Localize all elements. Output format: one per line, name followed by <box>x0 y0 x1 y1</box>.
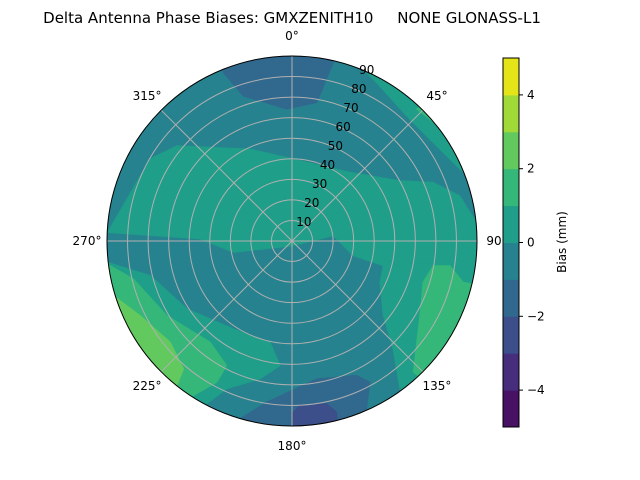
angular-tick-label: 270° <box>73 234 102 248</box>
angular-tick-label: 0° <box>285 29 299 43</box>
radial-tick-label: 70 <box>343 101 358 115</box>
polar-frame <box>106 55 478 427</box>
radial-tick-label: 30 <box>312 177 327 191</box>
angular-gridline-225 <box>160 240 293 373</box>
colorbar-tick-label: −4 <box>527 383 545 397</box>
colorbar: −4 −2 0 2 4 <box>502 57 545 428</box>
colorbar-tick-label: −2 <box>527 309 545 323</box>
angular-tick-label: 90° <box>486 234 507 248</box>
chart-title: Delta Antenna Phase Biases: GMXZENITH10 … <box>43 9 541 27</box>
colorbar-label: Bias (mm) <box>555 211 569 273</box>
colorbar-band <box>503 94 519 133</box>
contour-region-8 <box>219 56 334 110</box>
colorbar-tick-label: 2 <box>527 162 535 176</box>
radial-tick-label: 80 <box>351 82 366 96</box>
angular-gridline-45 <box>291 109 424 242</box>
colorbar-band <box>503 131 519 170</box>
angular-tick-label: 315° <box>133 89 162 103</box>
angular-gridline-315 <box>160 109 293 242</box>
radial-tick-label: 90 <box>359 63 374 77</box>
polar-plot-area: 0° 45° 90° 135° 180° 225° 270° 315° 10 20 30 40 50 60… <box>73 29 508 453</box>
angular-tick-label: 45° <box>426 89 447 103</box>
angular-tick-label: 225° <box>133 379 162 393</box>
radial-tick-label: 50 <box>328 139 343 153</box>
colorbar-band <box>503 58 519 96</box>
colorbar-band <box>503 279 519 317</box>
radial-tick-label: 10 <box>296 215 311 229</box>
colorbar-band <box>503 390 519 428</box>
colorbar-band <box>503 316 519 354</box>
radial-tick-label: 40 <box>320 158 335 172</box>
radial-tick-label: 60 <box>336 120 351 134</box>
angular-tick-label: 135° <box>423 379 452 393</box>
colorbar-tick-label: 4 <box>527 88 535 102</box>
colorbar-band <box>503 242 519 280</box>
axis-labels: 0° 45° 90° 135° 180° 225° 270° 315° 10 20 30 40 50 60… <box>73 29 508 453</box>
angular-tick-label: 180° <box>278 439 307 453</box>
colorbar-band <box>503 205 519 243</box>
colorbar-tick-label: 0 <box>527 236 535 250</box>
polar-grid <box>107 56 477 426</box>
radial-tick-label: 20 <box>304 196 319 210</box>
colorbar-band <box>503 168 519 207</box>
colorbar-band <box>503 353 519 391</box>
angular-gridline-135 <box>291 240 424 373</box>
